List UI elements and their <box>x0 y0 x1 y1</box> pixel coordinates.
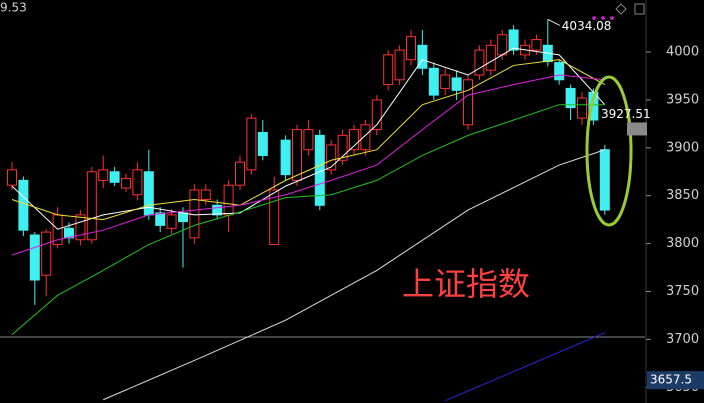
icon-diamond[interactable] <box>615 3 627 15</box>
candle-body <box>98 169 109 181</box>
candle-body <box>417 44 428 69</box>
candle-body <box>246 117 257 171</box>
moving-average <box>103 149 605 401</box>
candle-body <box>75 214 86 241</box>
candle-body <box>257 131 268 156</box>
candle-body <box>143 171 154 216</box>
y-tick-label: 3850 <box>666 188 699 203</box>
high-label: 4034.08 <box>562 19 612 33</box>
candle-body <box>86 171 97 241</box>
candle-body <box>212 204 223 216</box>
candle-body <box>337 134 348 161</box>
candle-body <box>121 177 131 189</box>
chart-title: 上证指数 <box>402 265 530 303</box>
candle-body <box>451 77 462 91</box>
candle-body <box>280 139 291 176</box>
y-tick-label: 4000 <box>666 45 699 60</box>
candle-body <box>394 49 405 81</box>
candle-body <box>349 129 359 151</box>
y-tick-label: 3750 <box>666 284 699 299</box>
price-tag: 3657.5 <box>650 373 692 387</box>
candle-body <box>428 67 439 96</box>
icon-square[interactable] <box>634 3 645 15</box>
candle-body <box>599 149 610 211</box>
candle-body <box>178 212 188 223</box>
moving-average <box>11 47 606 230</box>
candle-body <box>235 161 245 186</box>
candle-body <box>531 39 542 51</box>
high-pointer <box>547 18 561 26</box>
moving-average <box>11 104 605 335</box>
candle-body <box>565 87 576 109</box>
candle-body <box>109 171 120 183</box>
corner-label: 9.53 <box>0 1 27 15</box>
candle-body <box>18 179 29 231</box>
candle-body <box>7 169 17 186</box>
candle-body <box>303 129 314 151</box>
moving-average <box>11 74 605 256</box>
candle-body <box>577 97 587 119</box>
candle-body <box>508 29 519 51</box>
candle-body <box>554 62 565 81</box>
y-tick-label: 3700 <box>666 332 699 347</box>
candle-body <box>166 214 177 229</box>
candle-body <box>463 79 473 126</box>
icon-dot <box>610 16 614 20</box>
candle-body <box>292 129 302 181</box>
last-label: 3927.51 <box>601 107 651 121</box>
candle-body <box>360 124 371 151</box>
candle-body <box>383 54 394 86</box>
candle-body <box>132 169 143 196</box>
candle-body <box>200 189 211 201</box>
icon-dot <box>592 16 596 20</box>
candle-body <box>223 184 234 216</box>
candle-body <box>485 44 496 71</box>
candle-body <box>440 74 451 89</box>
candle-body <box>29 234 40 281</box>
y-tick-label: 3900 <box>666 140 699 155</box>
candle-body <box>474 49 485 76</box>
candle-body <box>497 34 508 56</box>
y-tick-label: 3800 <box>666 236 699 251</box>
y-tick-label: 3950 <box>666 92 699 107</box>
moving-average <box>445 332 605 402</box>
candle-body <box>269 189 280 246</box>
icon-dot <box>601 16 605 20</box>
candle-body <box>371 99 382 131</box>
candle-body <box>41 231 52 276</box>
moving-average <box>11 59 606 221</box>
candle-body <box>326 144 337 171</box>
candle-body <box>155 212 166 226</box>
price-tag-box <box>647 371 704 390</box>
last-price-marker <box>627 122 647 136</box>
candle-body <box>406 36 416 61</box>
highlight-ellipse <box>585 75 633 227</box>
